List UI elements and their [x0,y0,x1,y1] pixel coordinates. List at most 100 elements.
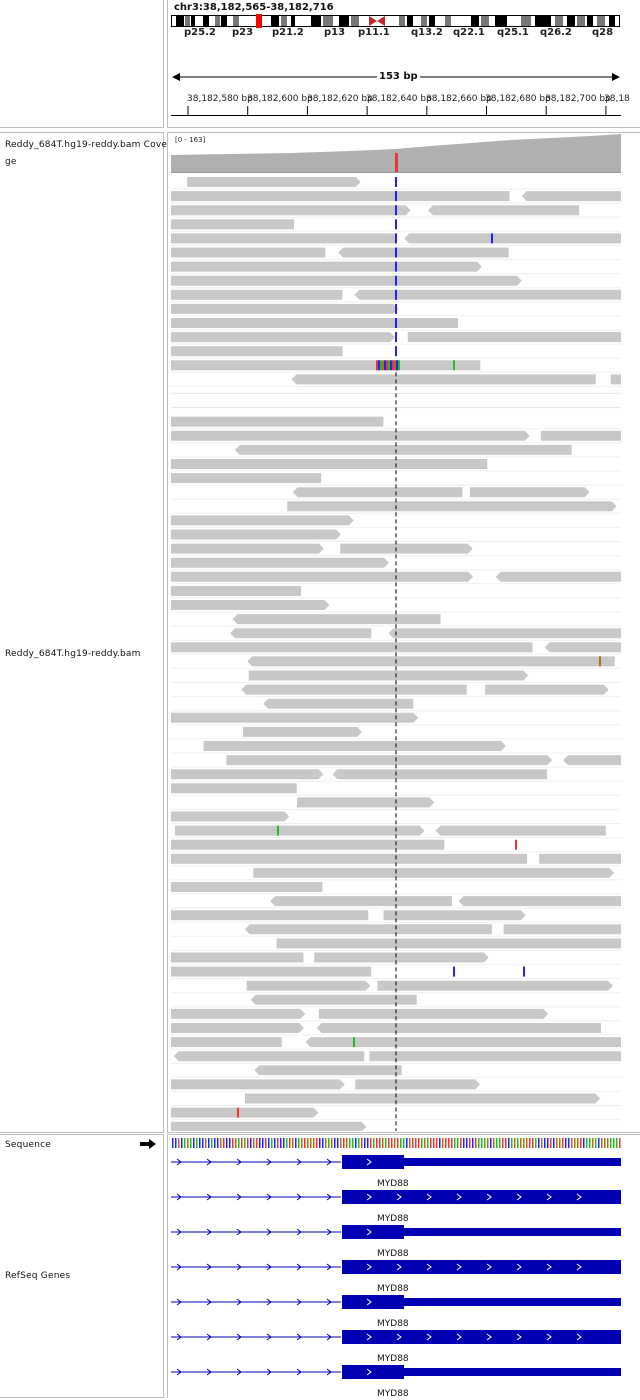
read[interactable] [244,924,492,935]
alignment-track-label[interactable]: Reddy_684T.hg19-reddy.bam [5,649,141,659]
read[interactable] [171,712,419,723]
read[interactable] [171,600,330,610]
read[interactable] [171,882,323,892]
read[interactable] [226,755,553,766]
read[interactable] [171,261,482,272]
read[interactable] [250,994,417,1005]
read[interactable] [495,571,621,582]
read[interactable] [247,656,615,667]
read[interactable] [171,416,384,427]
read[interactable] [292,487,463,498]
gene-feature[interactable] [171,1295,621,1309]
read[interactable] [404,233,621,244]
read[interactable] [171,247,326,258]
read[interactable] [263,698,414,709]
coverage-track[interactable] [171,133,621,173]
read[interactable] [276,938,621,949]
read[interactable] [287,501,617,512]
read[interactable] [383,910,526,921]
read[interactable] [469,487,590,498]
strand-arrow-icon[interactable] [140,1139,156,1149]
read[interactable] [305,1037,621,1048]
read[interactable] [354,289,621,300]
read[interactable] [407,332,621,343]
read[interactable] [171,543,324,554]
read[interactable] [458,896,621,907]
read[interactable] [171,191,510,202]
read[interactable] [171,515,354,526]
read[interactable] [171,473,322,484]
read[interactable] [355,1079,481,1090]
read[interactable] [171,783,297,794]
coverage-track-label[interactable]: Reddy_684T.hg19-reddy.bam Cove [5,140,168,150]
read[interactable] [540,430,621,441]
read[interactable] [539,853,621,864]
read[interactable] [377,980,614,991]
read[interactable] [171,346,343,357]
gene-feature[interactable] [171,1155,621,1169]
read[interactable] [171,1079,345,1090]
sequence-track[interactable] [171,1138,621,1148]
read[interactable] [171,275,522,286]
read[interactable] [171,1023,304,1033]
read[interactable] [171,318,459,328]
refseq-gene-track[interactable] [171,1150,621,1400]
read[interactable] [314,952,489,963]
read[interactable] [244,1093,601,1104]
read[interactable] [291,374,596,385]
read[interactable] [171,303,399,314]
read[interactable] [171,459,488,469]
read[interactable] [316,1023,601,1033]
read[interactable] [246,980,371,991]
refseq-track-label[interactable]: RefSeq Genes [5,1271,71,1281]
read[interactable] [171,205,411,216]
gene-feature[interactable] [171,1260,621,1274]
read[interactable] [332,769,547,780]
read[interactable] [171,811,290,822]
read[interactable] [270,896,452,907]
read[interactable] [297,797,435,808]
read[interactable] [171,529,341,540]
read[interactable] [171,557,389,568]
read[interactable] [254,1065,402,1076]
read[interactable] [428,205,580,216]
read[interactable] [171,642,533,653]
read[interactable] [171,952,304,963]
read[interactable] [187,177,361,187]
read[interactable] [203,741,506,751]
gene-feature[interactable] [171,1330,621,1344]
read[interactable] [171,585,302,596]
read[interactable] [171,1037,282,1048]
read[interactable] [171,289,343,300]
read[interactable] [171,430,530,441]
read[interactable] [171,910,369,921]
read[interactable] [171,839,445,850]
read[interactable] [171,332,395,343]
read[interactable] [171,853,527,864]
read[interactable] [171,966,372,977]
read[interactable] [340,543,473,554]
read[interactable] [369,1051,621,1062]
read[interactable] [253,867,615,878]
sequence-track-label[interactable]: Sequence [5,1140,51,1150]
read[interactable] [318,1008,549,1019]
alignment-track[interactable] [171,175,621,1131]
read[interactable] [485,684,609,695]
read[interactable] [171,1008,306,1019]
read[interactable] [338,247,509,258]
read[interactable] [503,924,621,935]
read[interactable] [171,1107,319,1118]
read[interactable] [171,769,324,780]
read[interactable] [171,233,397,244]
chromosome-ideogram[interactable] [171,14,623,28]
read[interactable] [388,628,621,639]
read[interactable] [171,360,481,371]
read[interactable] [230,628,372,639]
gene-feature[interactable] [171,1225,621,1239]
gene-feature[interactable] [171,1365,621,1379]
read[interactable] [175,825,425,836]
read[interactable] [248,670,529,681]
read[interactable] [610,374,621,385]
read[interactable] [171,219,295,230]
read[interactable] [232,614,441,625]
